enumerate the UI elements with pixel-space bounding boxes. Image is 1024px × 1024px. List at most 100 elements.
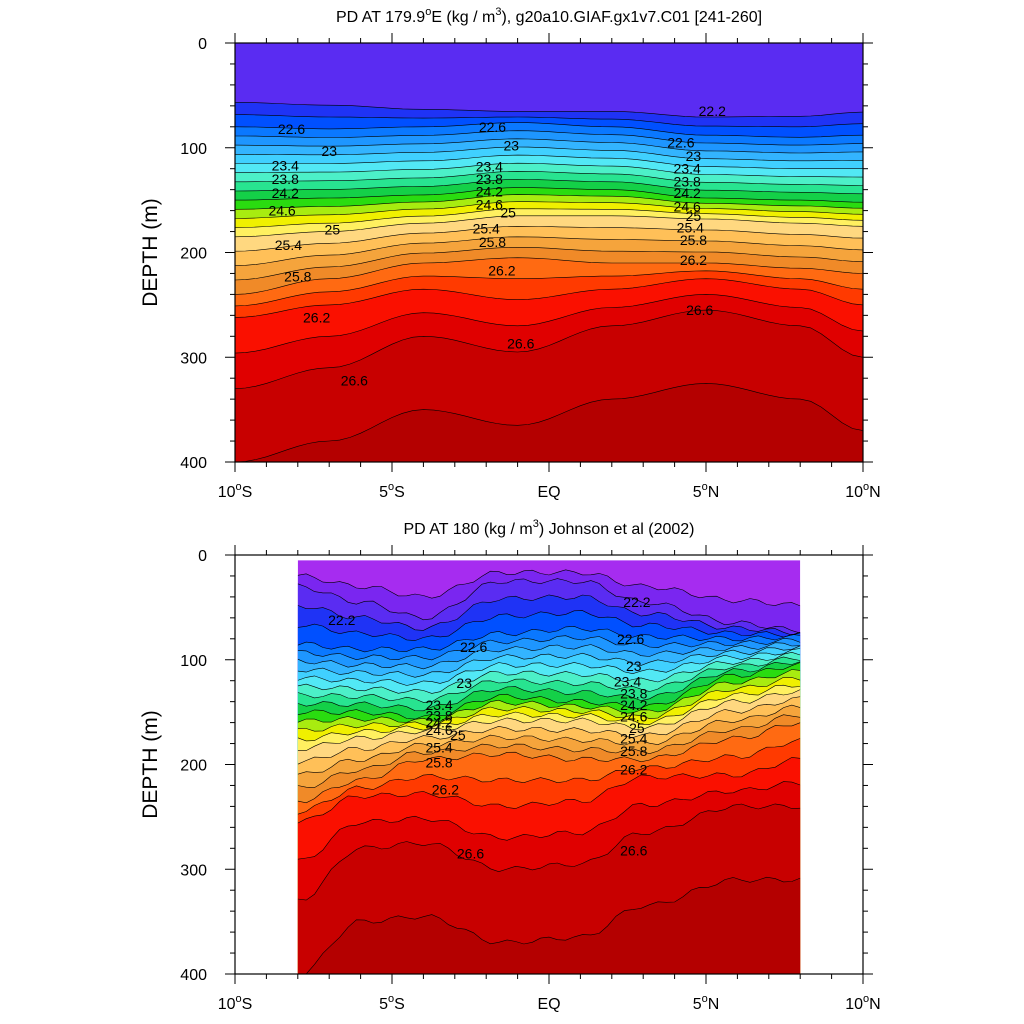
contour-label: 26.6: [457, 846, 484, 862]
contour-line: [297, 704, 801, 775]
contour-fills: [235, 43, 863, 462]
contour-line: [297, 594, 801, 636]
x-tick-label: EQ: [537, 484, 560, 501]
y-tick-label: 200: [180, 758, 207, 775]
contour-label: 26.6: [341, 372, 368, 388]
contour-line: [235, 201, 863, 219]
contour-line: [297, 569, 801, 607]
contour-line: [235, 154, 863, 169]
contour-line: [297, 635, 801, 661]
y-tick-label: 100: [180, 653, 207, 670]
contour-line: [235, 146, 863, 162]
contour-label: 25.4: [677, 219, 704, 235]
contour-label: 22.6: [278, 121, 305, 137]
contour-lines: [297, 569, 801, 974]
contour-line: [297, 757, 801, 824]
contour-label: 25: [325, 221, 341, 237]
contour-line: [297, 610, 801, 641]
contour-label: 25.8: [425, 754, 452, 770]
contour-line: [297, 651, 801, 694]
contour-label: 23: [456, 675, 472, 691]
contour-label: 22.2: [699, 103, 726, 119]
contour-label: 26.2: [488, 262, 515, 278]
contour-label: 23.8: [425, 707, 452, 723]
contour-line: [235, 187, 863, 203]
contour-label: 24.6: [674, 198, 701, 214]
contour-line: [235, 122, 863, 138]
y-tick-label: 300: [180, 862, 207, 879]
y-tick-label: 0: [198, 36, 207, 53]
contour-line: [235, 236, 863, 266]
contour-line: [304, 876, 801, 974]
contour-label: 24.6: [620, 708, 647, 724]
contour-label: 24.2: [425, 715, 452, 731]
contour-label: 24.2: [620, 697, 647, 713]
y-tick-label: 200: [180, 246, 207, 263]
contour-label: 25.4: [473, 220, 500, 236]
contour-line: [297, 578, 801, 634]
contour-line: [297, 676, 801, 732]
contour-label: 26.2: [432, 782, 459, 798]
contour-line: [235, 246, 863, 281]
contour-label: 22.2: [328, 612, 355, 628]
y-tick-label: 300: [180, 350, 207, 367]
y-tick-label: 400: [180, 455, 207, 472]
contour-line: [235, 130, 863, 146]
contour-label: 25: [686, 208, 702, 224]
x-tick-label: 5oS: [379, 481, 405, 501]
contour-line: [297, 803, 801, 901]
contour-label: 26.2: [620, 762, 647, 778]
contour-line: [235, 114, 863, 128]
contour-line: [297, 714, 801, 788]
contour-label: 25: [629, 720, 645, 736]
contour-label: 24.2: [272, 185, 299, 201]
contour-label: 22.6: [617, 631, 644, 647]
contour-line: [297, 662, 801, 720]
x-tick-label: 5oN: [693, 481, 720, 501]
contour-line: [297, 781, 801, 860]
contour-line: [235, 383, 863, 462]
contour-label: 26.2: [303, 309, 330, 325]
x-tick-label: 5oS: [379, 993, 405, 1013]
x-tick-label: 10oN: [845, 993, 880, 1013]
contour-label: 23.4: [674, 161, 701, 177]
contour-line: [297, 689, 801, 751]
contour-line: [235, 278, 863, 318]
contour-label: 25.8: [620, 743, 647, 759]
chart-title: PD AT 179.9oE (kg / m3), g20a10.GIAF.gx1…: [336, 6, 762, 26]
contour-label: 25.8: [680, 232, 707, 248]
contour-line: [297, 642, 801, 670]
contour-label: 24.6: [268, 203, 295, 219]
contour-label: 23.4: [425, 697, 452, 713]
contour-line: [297, 648, 801, 686]
contour-label: 24.6: [476, 196, 503, 212]
contour-label: 25.4: [275, 237, 302, 253]
contour-label: 24.2: [674, 185, 701, 201]
contour-line: [235, 179, 863, 195]
contour-label: 23.8: [476, 171, 503, 187]
y-tick-label: 0: [198, 548, 207, 565]
contour-line: [235, 215, 863, 238]
contour-line: [235, 162, 863, 178]
x-tick-label: 10oS: [218, 481, 253, 501]
contour-line: [235, 225, 863, 252]
contour-line: [297, 645, 801, 678]
y-tick-label: 100: [180, 141, 207, 158]
y-axis-label: DEPTH (m): [139, 198, 162, 307]
x-tick-label: 10oN: [845, 481, 880, 501]
contour-fills: [297, 560, 801, 974]
x-tick-label: EQ: [537, 996, 560, 1013]
contour-line: [235, 270, 863, 307]
y-tick-label: 400: [180, 967, 207, 984]
contour-label: 23.8: [272, 171, 299, 187]
contour-label: 25.8: [479, 234, 506, 250]
contour-label: 23: [626, 658, 642, 674]
contour-label: 25.4: [620, 730, 647, 746]
contour-label: 25.4: [425, 740, 452, 756]
contour-label: 26.2: [680, 252, 707, 268]
contour-line: [235, 102, 863, 118]
contour-label: 23.4: [272, 158, 299, 174]
